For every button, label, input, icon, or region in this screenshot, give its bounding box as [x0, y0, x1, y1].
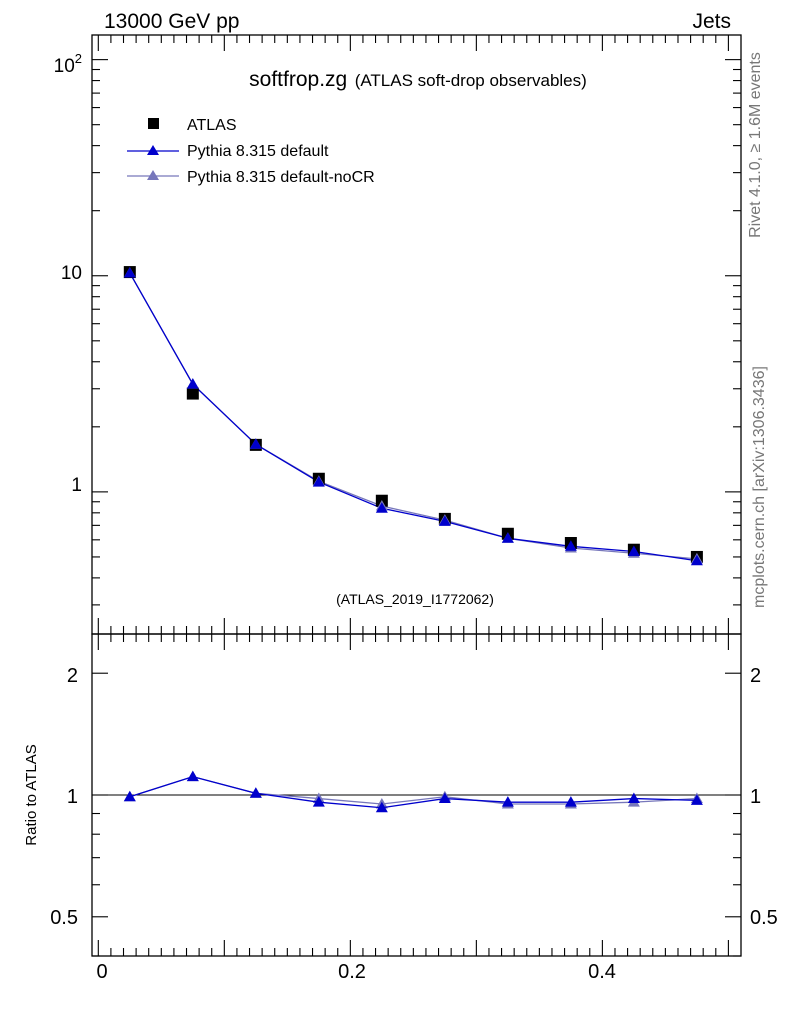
- main-series-line: [129, 272, 697, 560]
- mc-data-point: [123, 266, 136, 278]
- mc-data-point: [249, 438, 262, 449]
- mc-data-point: [312, 476, 325, 487]
- ratio-y-tick-1: 1: [67, 786, 78, 808]
- ratio-data-point: [249, 787, 262, 798]
- legend: ATLAS Pythia 8.315 default Pythia 8.315 …: [127, 117, 375, 186]
- ratio-data-point: [564, 796, 577, 807]
- rivet-version-label: Rivet 4.1.0, ≥ 1.6M events: [747, 52, 764, 238]
- ratio-data-point: [501, 796, 514, 807]
- main-series-line: [129, 272, 697, 562]
- ratio-data-point: [312, 796, 325, 807]
- ratio-data-point: [690, 794, 703, 805]
- ratio-series-line: [129, 775, 697, 809]
- legend-marker-atlas: [148, 118, 159, 129]
- x-tick-0: 0: [96, 961, 107, 983]
- mcplots-label: mcplots.cern.ch [arXiv:1306.3436]: [751, 366, 768, 608]
- x-tick-0.4: 0.4: [588, 961, 616, 983]
- atlas-data-point: [186, 387, 199, 400]
- ratio-data-point: [627, 792, 640, 804]
- ratio-data-point: [123, 790, 136, 802]
- ratio-panel-data: [123, 770, 703, 813]
- main-y-tick-100-exp: 2: [75, 51, 82, 66]
- ratio-y-tick-2-right: 2: [750, 665, 761, 687]
- legend-label-nocr: Pythia 8.315 default-noCR: [187, 169, 375, 186]
- plot-title-main: softfrop.zg: [249, 68, 347, 91]
- mc-data-point: [375, 502, 388, 513]
- ratio-y-tick-0.5-right: 0.5: [750, 907, 778, 929]
- x-tick-0.2: 0.2: [338, 961, 366, 983]
- ratio-y-tick-1-right: 1: [750, 786, 761, 808]
- mc-data-point: [564, 540, 577, 551]
- ratio-data-point: [186, 770, 199, 782]
- mc-data-point: [690, 554, 703, 566]
- legend-marker-nocr: [147, 170, 159, 180]
- plot-title: softfrop.zg (ATLAS soft-drop observables…: [249, 68, 587, 91]
- process-label: Jets: [692, 10, 731, 33]
- main-panel-data: [123, 266, 703, 566]
- ratio-y-tick-2: 2: [67, 665, 78, 687]
- main-y-tick-100-base: 10: [54, 56, 75, 77]
- beam-label: 13000 GeV pp: [104, 10, 239, 33]
- legend-label-default: Pythia 8.315 default: [187, 143, 329, 160]
- mc-data-point: [627, 545, 640, 556]
- legend-marker-default: [147, 145, 159, 155]
- legend-label-atlas: ATLAS: [187, 117, 237, 134]
- main-y-tick-10: 10: [61, 263, 82, 284]
- main-y-tick-100: 102: [54, 51, 82, 77]
- plot-title-sub: (ATLAS soft-drop observables): [355, 71, 587, 90]
- ratio-data-point: [438, 792, 451, 804]
- main-y-tick-1: 1: [71, 475, 82, 496]
- ratio-y-tick-0.5: 0.5: [50, 907, 78, 929]
- mc-data-point: [501, 532, 514, 543]
- mc-data-point: [438, 515, 451, 526]
- ratio-y-axis-label: Ratio to ATLAS: [23, 744, 40, 845]
- analysis-id-label: (ATLAS_2019_I1772062): [336, 591, 494, 607]
- ratio-data-point: [375, 801, 388, 813]
- mc-data-point: [186, 378, 199, 389]
